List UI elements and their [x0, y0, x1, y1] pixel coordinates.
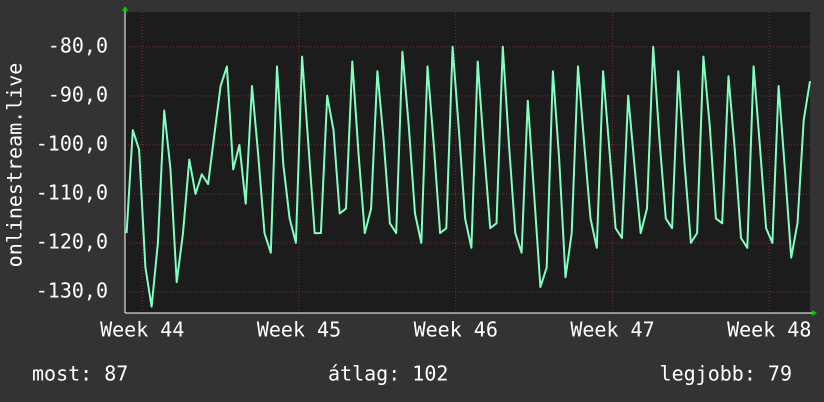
plot-area — [125, 12, 810, 313]
x-tick-label: Week 45 — [257, 318, 341, 342]
y-tick-label: -90,0 — [48, 82, 108, 106]
y-tick-label: -110,0 — [36, 180, 108, 204]
y-tick-label: -80,0 — [48, 33, 108, 57]
axis-arrow — [812, 310, 817, 316]
y-tick-label: -130,0 — [36, 278, 108, 302]
footer-average: átlag: 102 — [328, 362, 448, 386]
data-line — [125, 45, 811, 308]
axis-arrow — [122, 6, 128, 11]
x-tick-label: Week 47 — [570, 318, 654, 342]
x-tick-label: Week 44 — [100, 318, 184, 342]
y-tick-label: -100,0 — [36, 131, 108, 155]
footer-now: most: 87 — [32, 362, 128, 386]
y-tick-label: -120,0 — [36, 229, 108, 253]
x-tick-label: Week 46 — [414, 318, 498, 342]
y-axis-label: onlinestream.live — [3, 63, 27, 268]
x-tick-label: Week 48 — [727, 318, 811, 342]
footer-best: legjobb: 79 — [660, 362, 792, 386]
